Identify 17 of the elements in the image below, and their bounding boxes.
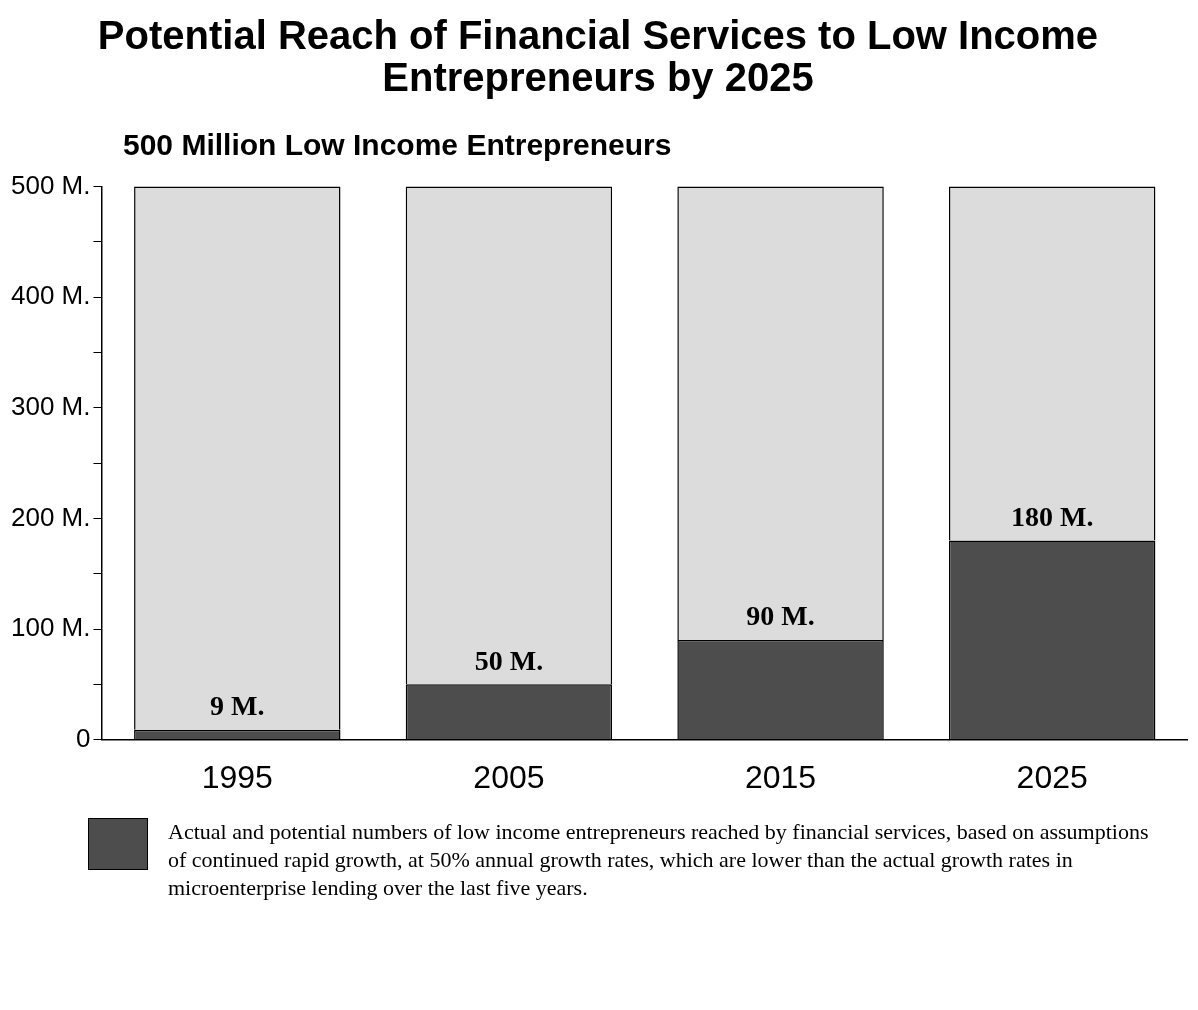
data-label: 180 M. <box>1010 500 1094 532</box>
x-tick-label: 2025 <box>1016 758 1088 795</box>
data-label: 50 M. <box>474 644 544 676</box>
data-label: 90 M. <box>746 600 815 632</box>
data-label: 9 M. <box>210 689 265 721</box>
y-tick-label: 0 <box>76 722 91 753</box>
x-tick-label: 1995 <box>201 758 273 795</box>
y-tick-label: 200 M. <box>10 501 91 532</box>
y-tick-label: 400 M. <box>10 280 91 311</box>
chart-title: Potential Reach of Financial Services to Low Income Entrepreneurs by 2025 <box>96 13 1100 99</box>
y-tick-label: 300 M. <box>10 390 91 421</box>
legend-label: Actual and potential numbers of low income entrepreneurs reached by financial services, based on assumptions of continued rapid growth, at 50% annual growth rates, which are lower than the actual growth rates in microenterprise lending over the last five years. <box>168 818 1150 902</box>
chart-subtitle: 500 Million Low Income Entrepreneurs <box>123 128 673 162</box>
x-tick-label: 2005 <box>473 758 545 795</box>
x-tick-label: 2015 <box>744 758 817 795</box>
y-tick-label: 100 M. <box>10 612 91 643</box>
y-tick-label: 500 M. <box>10 169 91 200</box>
